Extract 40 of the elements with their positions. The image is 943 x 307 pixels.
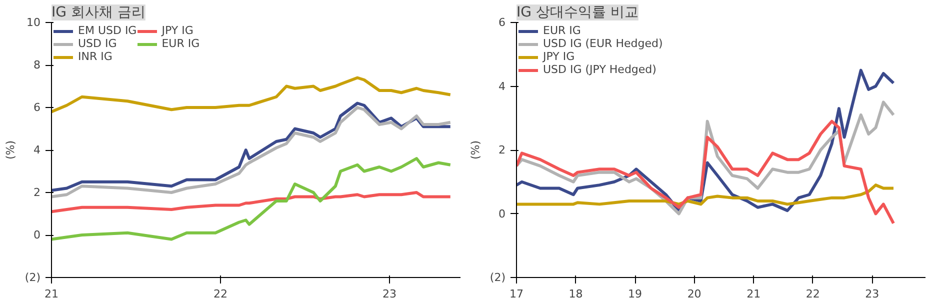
- y-tick-label: 0: [498, 207, 506, 220]
- y-tick-label: 0: [34, 228, 40, 242]
- line-series: [52, 157, 452, 241]
- x-tick-label: 22: [806, 288, 820, 300]
- x-tick-label: 19: [628, 288, 642, 300]
- x-tick-label: 23: [865, 288, 880, 300]
- y-tick-label: 2: [498, 144, 506, 156]
- legend-label: INR IG: [78, 50, 112, 63]
- legend-label: JPY IG: [162, 24, 194, 37]
- y-tick-label: 8: [34, 58, 40, 72]
- x-tick-label: 18: [568, 288, 583, 300]
- y-tick-label: 4: [498, 80, 506, 93]
- legend-label: EM USD IG: [78, 24, 137, 37]
- y-tick-label: 2: [34, 186, 40, 199]
- legend-label: USD IG (JPY Hedged): [543, 63, 656, 76]
- y-axis-title: (%): [4, 140, 17, 160]
- x-tick-label: 22: [214, 288, 228, 300]
- y-tick-label: 4: [34, 144, 40, 156]
- y-tick-label: 6: [498, 16, 506, 29]
- x-tick-label: 20: [687, 288, 702, 300]
- x-tick-label: 17: [510, 288, 524, 300]
- y-axis-title: (%): [468, 140, 482, 160]
- y-tick-label: 6: [34, 101, 40, 114]
- legend-label: EUR IG: [162, 37, 200, 50]
- x-tick-label: 23: [382, 288, 397, 300]
- legend-label: EUR IG: [543, 24, 581, 37]
- y-tick-label: 10: [26, 16, 41, 29]
- legend-label: USD IG: [78, 37, 117, 50]
- y-tick-label: (2): [24, 271, 41, 284]
- y-tick-label: (2): [490, 271, 506, 284]
- chart-title: IG 회사채 금리: [52, 4, 146, 20]
- legend-label: JPY IG: [543, 50, 575, 63]
- legend-label: USD IG (EUR Hedged): [543, 37, 663, 50]
- line-series: [52, 76, 452, 114]
- line-series: [52, 191, 452, 214]
- chart-title: IG 상대수익률 비교: [516, 4, 638, 20]
- x-tick-label: 21: [44, 288, 58, 300]
- line-series: [516, 120, 895, 225]
- x-tick-label: 21: [746, 288, 761, 300]
- line-series: [516, 184, 895, 206]
